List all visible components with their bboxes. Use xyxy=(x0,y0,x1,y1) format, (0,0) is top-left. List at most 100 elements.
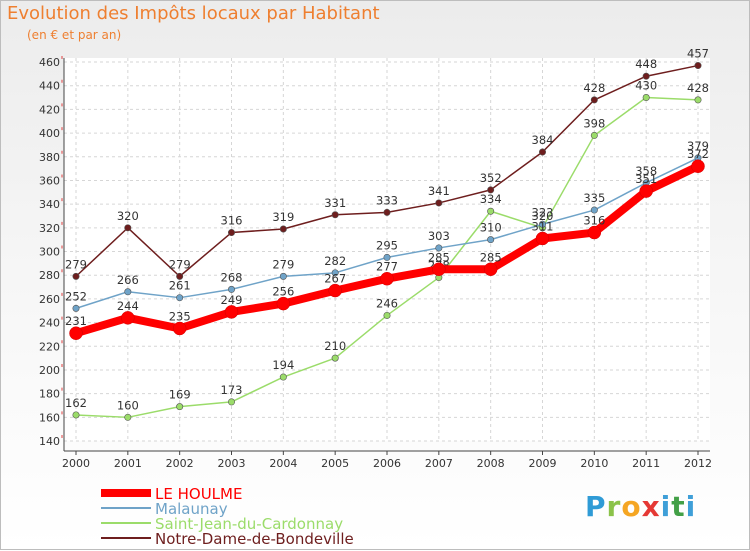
chart-title: Evolution des Impôts locaux par Habitant xyxy=(7,3,380,24)
x-tick-label: 2012 xyxy=(684,457,712,470)
data-label: 210 xyxy=(324,339,346,353)
data-point xyxy=(383,253,391,261)
data-point xyxy=(228,285,236,293)
data-point xyxy=(224,305,239,319)
data-label: 160 xyxy=(117,398,139,412)
y-tick-label: 160 xyxy=(39,411,60,424)
data-label: 267 xyxy=(324,272,346,286)
data-point xyxy=(487,207,495,215)
x-tick-label: 2005 xyxy=(321,457,349,470)
data-point xyxy=(279,225,287,233)
data-point xyxy=(176,294,184,302)
y-tick-label: 300 xyxy=(39,246,60,259)
data-label: 285 xyxy=(428,250,450,264)
x-tick-label: 2002 xyxy=(166,457,194,470)
data-point xyxy=(228,398,236,406)
data-label: 428 xyxy=(583,81,605,95)
data-point xyxy=(124,413,132,421)
data-label: 384 xyxy=(532,133,554,147)
data-point xyxy=(435,244,443,252)
data-point xyxy=(587,225,602,240)
data-label: 331 xyxy=(324,196,346,210)
data-label: 282 xyxy=(324,254,346,268)
data-label: 279 xyxy=(169,257,191,271)
data-label: 261 xyxy=(169,279,191,293)
data-label: 235 xyxy=(169,309,191,323)
data-label: 256 xyxy=(272,285,294,299)
x-tick-label: 2009 xyxy=(529,457,557,470)
x-tick-label: 2011 xyxy=(632,457,660,470)
data-point xyxy=(228,229,236,237)
data-label: 333 xyxy=(376,193,398,207)
data-label: 319 xyxy=(272,210,294,224)
x-tick-label: 2006 xyxy=(373,457,401,470)
data-point xyxy=(535,231,550,246)
data-label: 335 xyxy=(583,191,605,205)
y-tick-label: 240 xyxy=(39,317,60,330)
data-point xyxy=(487,236,495,244)
data-point xyxy=(383,208,391,216)
data-label: 398 xyxy=(583,116,605,130)
data-label: 430 xyxy=(635,79,657,93)
data-label: 448 xyxy=(635,57,657,71)
data-point xyxy=(72,272,80,280)
data-label: 244 xyxy=(117,299,139,313)
data-label: 316 xyxy=(221,214,243,228)
x-tick-label: 2001 xyxy=(114,457,142,470)
data-label: 358 xyxy=(635,164,657,178)
data-point xyxy=(487,186,495,194)
data-label: 249 xyxy=(221,293,243,307)
data-point xyxy=(176,403,184,411)
y-tick-label: 220 xyxy=(39,340,60,353)
data-point xyxy=(590,206,598,214)
data-label: 231 xyxy=(65,314,87,328)
y-tick-label: 440 xyxy=(39,80,60,93)
data-point xyxy=(435,199,443,207)
data-label: 310 xyxy=(480,221,502,235)
data-label: 303 xyxy=(428,229,450,243)
x-tick-label: 2000 xyxy=(62,457,90,470)
data-point xyxy=(642,72,650,80)
data-point xyxy=(331,211,339,219)
data-point xyxy=(432,262,446,277)
legend-label: Malaunay xyxy=(155,500,228,518)
data-label: 285 xyxy=(480,250,502,264)
y-tick-label: 420 xyxy=(39,103,60,116)
y-tick-label: 320 xyxy=(39,222,60,235)
data-point xyxy=(639,184,653,198)
data-label: 372 xyxy=(687,147,709,161)
data-label: 277 xyxy=(376,260,398,274)
data-label: 323 xyxy=(532,205,554,219)
data-point xyxy=(694,96,702,104)
data-label: 457 xyxy=(687,47,709,61)
data-point xyxy=(331,269,339,277)
legend-label: LE HOULME xyxy=(155,485,242,503)
data-label: 316 xyxy=(583,214,605,228)
data-label: 266 xyxy=(117,273,139,287)
y-tick-label: 280 xyxy=(39,269,60,282)
data-label: 295 xyxy=(376,238,398,252)
data-label: 169 xyxy=(169,388,191,402)
data-point xyxy=(331,354,339,362)
data-label: 320 xyxy=(117,209,139,223)
y-tick-label: 140 xyxy=(39,435,60,448)
data-point xyxy=(276,296,291,311)
data-label: 252 xyxy=(65,289,87,303)
data-point xyxy=(483,262,498,277)
data-label: 279 xyxy=(272,257,294,271)
data-label: 162 xyxy=(65,396,87,410)
data-label: 428 xyxy=(687,81,709,95)
data-point xyxy=(72,411,80,419)
data-label: 320 xyxy=(532,209,554,223)
data-label: 268 xyxy=(221,270,243,284)
data-point xyxy=(176,272,184,280)
data-label: 246 xyxy=(376,296,398,310)
data-point xyxy=(328,283,342,298)
data-point xyxy=(279,373,287,381)
data-label: 351 xyxy=(635,172,657,186)
data-point xyxy=(124,288,132,296)
x-tick-label: 2007 xyxy=(425,457,453,470)
data-label: 334 xyxy=(480,192,502,206)
data-point xyxy=(691,159,705,173)
